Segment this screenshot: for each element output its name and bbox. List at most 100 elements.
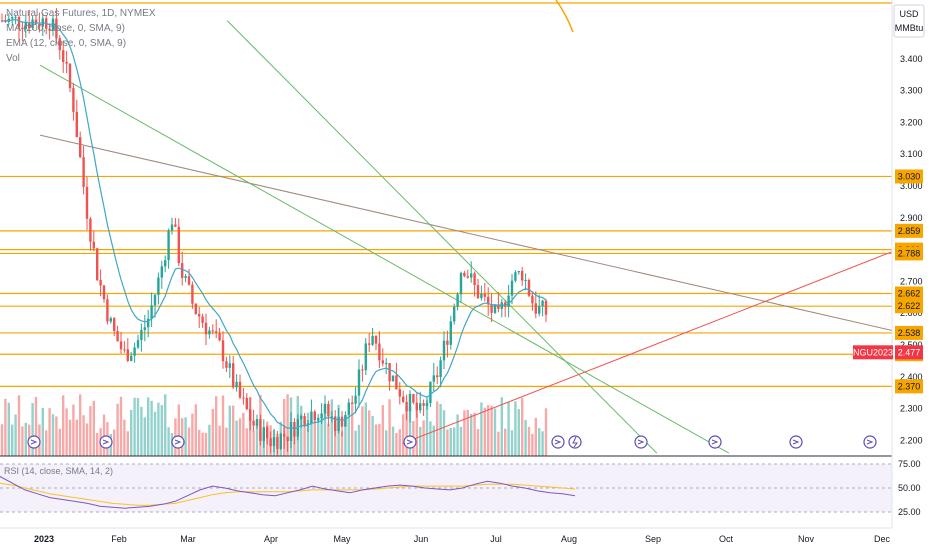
volume-bar (534, 417, 537, 456)
volume-bar (82, 415, 85, 456)
candle-body (133, 347, 136, 356)
volume-bar (473, 412, 476, 456)
legend-title[interactable]: Natural Gas Futures, 1D, NYMEX (6, 8, 156, 19)
candle-body (177, 226, 180, 264)
volume-bar (143, 417, 146, 456)
volume-bar (68, 419, 72, 456)
candle-body (143, 327, 146, 330)
candle-body (313, 411, 316, 421)
candle-body (395, 375, 398, 390)
candle-body (164, 260, 167, 267)
volume-bar (500, 397, 503, 456)
currency-unit-button[interactable] (893, 4, 925, 38)
volume-bar (133, 397, 136, 456)
candle-body (252, 420, 255, 426)
candle-body (514, 272, 517, 281)
candle-body (388, 363, 391, 382)
candle-body (521, 270, 524, 281)
candle-body (255, 419, 259, 426)
time-axis-label: May (333, 534, 351, 544)
candle-body (89, 218, 92, 242)
volume-bar (238, 418, 242, 456)
candle-body (17, 16, 21, 28)
volume-bar (456, 414, 459, 456)
volume-bar (130, 409, 133, 456)
candle-body (286, 436, 289, 441)
candle-body (119, 341, 123, 350)
volume-bar (177, 404, 180, 456)
volume-bar (126, 431, 129, 456)
event-marker-arrow (637, 439, 645, 445)
volume-bar (463, 410, 466, 456)
candle-body (354, 395, 357, 404)
candle-body (425, 403, 429, 406)
candle-body (432, 375, 435, 382)
candle-body (181, 263, 184, 278)
candle-body (429, 381, 432, 404)
candle-body (58, 38, 61, 51)
volume-bar (119, 396, 123, 456)
candle-body (453, 306, 456, 322)
volume-bar (51, 414, 55, 456)
legend-ma[interactable]: MA (200, close, 0, SMA, 9) (6, 23, 125, 34)
volume-bar (405, 406, 408, 456)
volume-bar (432, 425, 435, 456)
candle-body (524, 279, 527, 281)
candle-body (385, 363, 388, 365)
volume-bar (340, 431, 344, 456)
volume-bar (310, 419, 313, 456)
candle-body (402, 396, 405, 402)
volume-bar (201, 432, 204, 456)
candle-body (364, 343, 367, 371)
volume-bar (113, 429, 116, 456)
trendline (39, 64, 730, 454)
candle-body (153, 294, 157, 306)
candle-body (72, 88, 75, 112)
event-marker-icon (27, 435, 41, 449)
volume-bar (476, 429, 480, 456)
candle-body (102, 285, 106, 300)
price-tag (895, 325, 923, 340)
candle-body (483, 293, 486, 297)
candle-body (347, 402, 350, 415)
candle-body (283, 433, 286, 437)
candle-body (323, 403, 327, 414)
volume-bar (167, 427, 170, 456)
candle-body (157, 277, 160, 295)
candle-body (517, 270, 520, 273)
legend-ema[interactable]: EMA (12, close, 0, SMA, 9) (6, 38, 127, 49)
candle-body (408, 393, 412, 412)
price-tags: 3.0302.8592.8002.7882.6622.6222.5382.471… (853, 169, 923, 394)
price-tag-label: 2.538 (898, 328, 921, 338)
candle-body (140, 329, 143, 341)
volume-bar (31, 403, 34, 456)
candle-body (235, 381, 238, 388)
event-marker-arrow (711, 439, 719, 445)
rsi-ma-line (0, 482, 576, 506)
candle-body (130, 355, 133, 361)
candle-body (215, 331, 218, 334)
legend-vol[interactable]: Vol (6, 53, 20, 64)
candle-body (306, 423, 310, 426)
price-tag (895, 223, 923, 238)
volume-bar (493, 408, 497, 456)
event-marker-icon (403, 435, 417, 449)
candle-body (113, 318, 116, 332)
candle-body (92, 241, 95, 249)
event-marker-icon (634, 435, 648, 449)
lightning-icon (572, 436, 578, 448)
price-tick-label: 3.200 (900, 117, 923, 127)
event-marker-icon (171, 435, 185, 449)
price-axis-panel[interactable] (892, 0, 932, 550)
candle-body (415, 402, 418, 411)
rsi-ticks: 75.00 50.00 25.00 (898, 459, 921, 517)
volume-bar (48, 408, 51, 456)
candle-body (79, 137, 82, 158)
volume-bar (368, 410, 371, 456)
volume-bar (215, 396, 218, 456)
volume-bar (541, 431, 544, 456)
price-tick-label: 3.100 (900, 149, 923, 159)
candle-body (378, 343, 381, 361)
